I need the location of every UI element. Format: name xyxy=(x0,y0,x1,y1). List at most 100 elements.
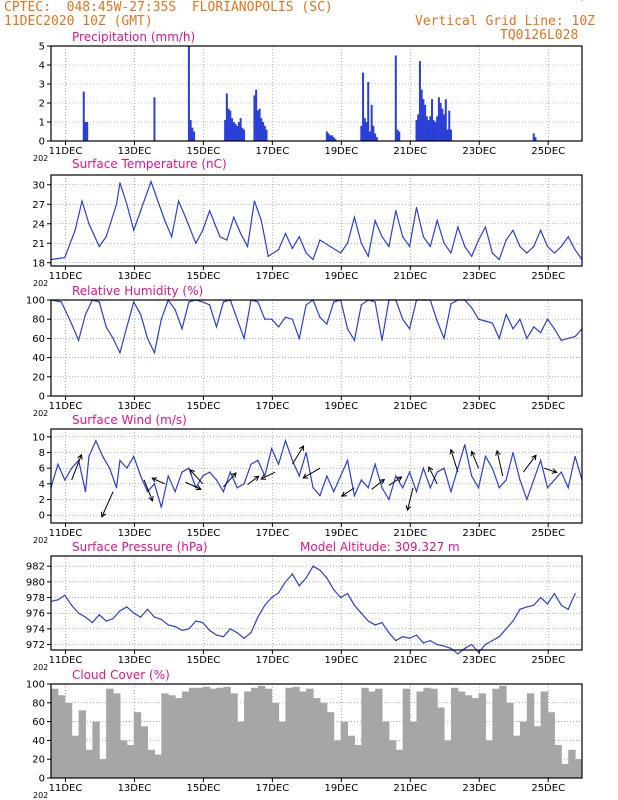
wind-arrowhead-19 xyxy=(531,454,537,461)
wind-xtick-label-4: 19DEC xyxy=(324,528,358,539)
wind-point-14 xyxy=(140,475,142,477)
wind-arrow-10 xyxy=(302,467,321,479)
rh-point-30 xyxy=(264,318,266,320)
precip-bar-30 xyxy=(329,135,332,141)
pressure-year-fragment: 202 xyxy=(33,663,48,672)
temp-point-60 xyxy=(498,258,500,261)
cloud-column-62 xyxy=(478,693,486,778)
temp-point-34 xyxy=(312,258,314,261)
cloud-column-54 xyxy=(423,687,431,778)
precip-bar-53 xyxy=(425,116,428,141)
precip-xtick-label-0: 11DEC xyxy=(49,146,83,157)
cloud-xtick-label-1: 13DEC xyxy=(118,783,152,794)
pressure-point-42 xyxy=(340,596,342,599)
wind-arrowhead-17 xyxy=(470,450,476,457)
wind-arrowhead-15 xyxy=(428,466,434,473)
precip-bar-34 xyxy=(360,125,363,141)
rh-point-22 xyxy=(209,304,211,306)
cloud-column-13 xyxy=(140,726,149,778)
temp-point-66 xyxy=(540,229,542,231)
pressure-subtitle: Model Altitude: 309.327 m xyxy=(300,540,460,554)
rh-xtick-label-5: 21DEC xyxy=(393,401,427,412)
pressure-ytick-label-1: 974 xyxy=(26,624,45,635)
temp-point-52 xyxy=(443,242,445,244)
pressure-point-24 xyxy=(215,634,218,636)
temp-ytick-label-4: 30 xyxy=(32,180,45,191)
pressure-point-69 xyxy=(526,606,528,608)
wind-point-26 xyxy=(222,491,225,493)
cloud-column-44 xyxy=(354,745,362,778)
cloud-column-42 xyxy=(340,721,349,778)
pressure-point-43 xyxy=(346,593,349,595)
pressure-point-64 xyxy=(491,640,493,642)
wind-arrowhead-0 xyxy=(77,453,83,460)
precip-bar-44 xyxy=(394,55,397,141)
precip-bar-13 xyxy=(232,122,235,141)
cloud-column-34 xyxy=(285,687,293,778)
wind-point-45 xyxy=(353,494,356,497)
precip-bar-39 xyxy=(368,131,371,141)
temp-point-70 xyxy=(567,236,569,238)
precip-bar-63 xyxy=(443,114,446,141)
rh-ytick-label-2: 40 xyxy=(32,353,45,364)
wind-point-24 xyxy=(209,471,211,473)
pressure-point-74 xyxy=(560,604,562,606)
pressure-point-19 xyxy=(181,629,183,632)
temp-point-8 xyxy=(119,182,121,184)
cloud-column-35 xyxy=(292,686,300,778)
rh-point-46 xyxy=(374,301,376,303)
rh-point-18 xyxy=(181,328,183,330)
rh-point-47 xyxy=(381,339,383,341)
temp-title: Surface Temperature (nC) xyxy=(72,157,227,171)
temp-ytick-label-1: 21 xyxy=(32,239,45,250)
cloud-column-25 xyxy=(223,686,231,778)
wind-arrowhead-3 xyxy=(151,477,158,483)
pressure-point-54 xyxy=(422,642,424,644)
rh-point-64 xyxy=(498,337,500,339)
precip-bar-62 xyxy=(441,108,444,141)
wind-point-3 xyxy=(71,467,73,469)
cloud-ytick-label-2: 40 xyxy=(32,736,45,747)
rh-point-15 xyxy=(160,318,162,320)
pressure-point-16 xyxy=(160,618,162,621)
rh-xtick-label-2: 15DEC xyxy=(187,401,221,412)
temp-point-42 xyxy=(374,219,376,222)
wind-point-40 xyxy=(319,494,321,497)
precip-bar-31 xyxy=(331,135,334,141)
wind-ytick-label-5: 10 xyxy=(32,432,45,443)
wind-arrow-2 xyxy=(143,479,153,502)
pressure-frame xyxy=(50,555,583,651)
pressure-xtick-label-1: 13DEC xyxy=(118,655,152,666)
precip-bar-50 xyxy=(420,89,423,141)
temp-point-15 xyxy=(171,236,173,238)
temp-xtick-label-6: 23DEC xyxy=(462,271,496,282)
temp-point-50 xyxy=(429,245,431,248)
cloud-column-28 xyxy=(244,691,252,778)
rh-point-23 xyxy=(215,326,218,328)
wind-point-13 xyxy=(133,455,135,458)
pressure-point-58 xyxy=(450,647,452,650)
temp-point-21 xyxy=(219,236,221,238)
rh-xtick-label-4: 19DEC xyxy=(324,401,358,412)
wind-arrowhead-11 xyxy=(340,491,347,497)
wind-arrow-20 xyxy=(543,467,557,473)
precip-frame xyxy=(50,45,583,142)
precip-xtick-label-5: 21DEC xyxy=(393,146,427,157)
precip-bar-20 xyxy=(253,95,256,141)
cloud-column-33 xyxy=(278,721,286,778)
cloud-ytick-label-4: 80 xyxy=(32,698,45,709)
pressure-point-26 xyxy=(229,628,231,630)
pressure-point-22 xyxy=(202,621,204,624)
cloud-column-30 xyxy=(257,685,266,778)
wind-arrowhead-9 xyxy=(298,445,305,452)
wind-arrow-19 xyxy=(522,454,537,473)
wind-point-46 xyxy=(360,479,362,481)
rh-point-40 xyxy=(333,301,335,303)
pressure-point-35 xyxy=(291,573,293,575)
cloud-column-27 xyxy=(237,721,245,778)
cloud-column-36 xyxy=(299,691,307,778)
temp-ytick-label-3: 27 xyxy=(32,200,45,211)
cloud-column-0 xyxy=(51,688,59,778)
wind-arrowhead-5 xyxy=(189,469,195,475)
cloud-frame xyxy=(50,683,583,779)
